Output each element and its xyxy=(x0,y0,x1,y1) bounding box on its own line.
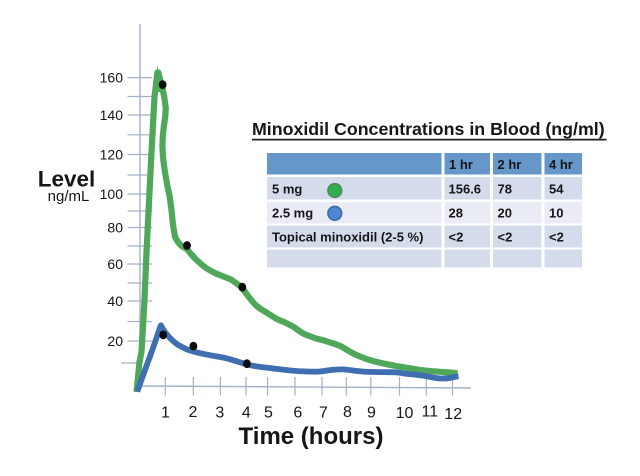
svg-text:54: 54 xyxy=(549,182,564,197)
svg-text:9: 9 xyxy=(367,405,376,422)
svg-text:10: 10 xyxy=(549,206,563,221)
svg-text:100: 100 xyxy=(100,186,124,202)
svg-text:40: 40 xyxy=(107,293,123,309)
svg-text:<2: <2 xyxy=(549,230,564,245)
svg-text:5 mg: 5 mg xyxy=(272,182,302,197)
svg-text:7: 7 xyxy=(319,405,328,422)
svg-text:2: 2 xyxy=(189,404,198,421)
svg-text:156.6: 156.6 xyxy=(449,182,482,197)
svg-text:160: 160 xyxy=(100,70,124,86)
svg-text:Topical minoxidil (2-5 %): Topical minoxidil (2-5 %) xyxy=(272,230,423,245)
svg-text:2.5 mg: 2.5 mg xyxy=(272,206,313,221)
svg-text:ng/mL: ng/mL xyxy=(48,188,90,205)
svg-text:3: 3 xyxy=(215,405,224,422)
svg-text:<2: <2 xyxy=(498,230,513,245)
svg-text:1 hr: 1 hr xyxy=(449,157,473,172)
svg-text:10: 10 xyxy=(396,405,414,422)
svg-text:20: 20 xyxy=(107,333,123,349)
svg-text:6: 6 xyxy=(293,405,302,422)
svg-text:28: 28 xyxy=(449,206,463,221)
svg-text:78: 78 xyxy=(498,182,512,197)
svg-text:<2: <2 xyxy=(449,230,464,245)
svg-text:Minoxidil Concentrations in Bl: Minoxidil Concentrations in Blood (ng/ml… xyxy=(252,119,605,139)
svg-text:4: 4 xyxy=(242,405,251,422)
svg-text:120: 120 xyxy=(100,147,124,163)
svg-text:60: 60 xyxy=(107,256,123,272)
svg-text:5: 5 xyxy=(264,405,273,422)
svg-text:Level: Level xyxy=(38,167,96,192)
svg-text:12: 12 xyxy=(444,406,462,423)
svg-text:4 hr: 4 hr xyxy=(549,157,573,172)
svg-text:20: 20 xyxy=(498,206,512,221)
svg-text:Time (hours): Time (hours) xyxy=(239,423,384,450)
svg-text:80: 80 xyxy=(107,220,123,236)
svg-text:11: 11 xyxy=(421,404,438,421)
svg-text:140: 140 xyxy=(100,107,124,123)
svg-text:1: 1 xyxy=(161,405,170,422)
svg-text:2 hr: 2 hr xyxy=(498,157,522,172)
svg-text:8: 8 xyxy=(343,404,352,421)
